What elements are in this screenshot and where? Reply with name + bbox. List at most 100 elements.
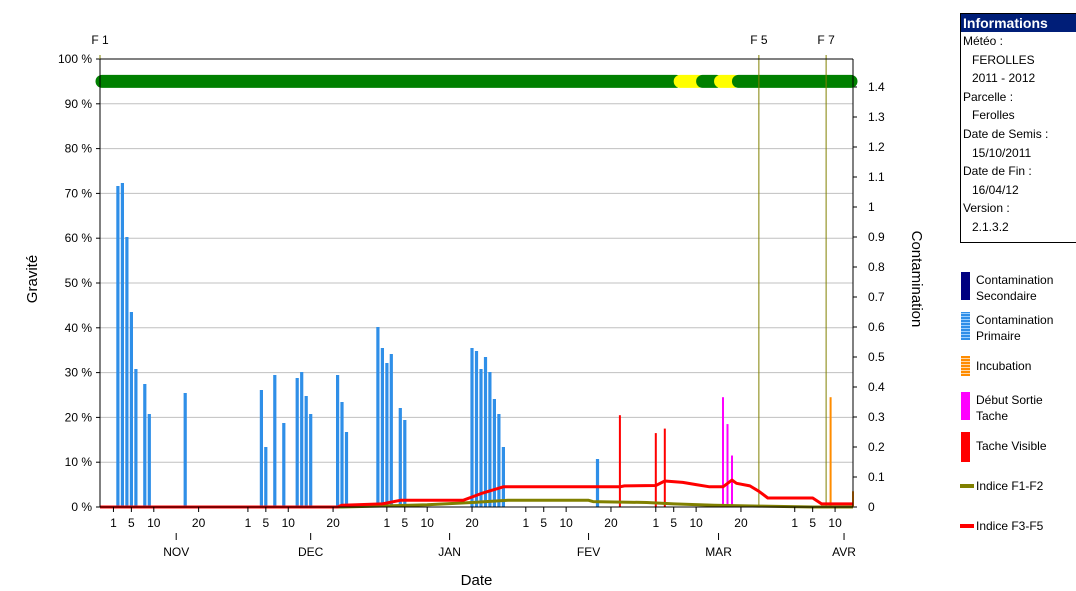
y2-tick-label: 0.4 [868, 380, 885, 394]
bar [380, 348, 384, 507]
version-label: Version : [963, 201, 1010, 216]
y2-tick-label: 0 [868, 500, 875, 514]
y-axis-title: Gravité [24, 255, 41, 303]
meteo-value-season: 2011 - 2012 [972, 71, 1036, 86]
semis-value: 15/10/2011 [972, 145, 1032, 160]
legend-label-primaire-1: Contamination [976, 313, 1054, 327]
bar [129, 312, 133, 507]
month-label: AVR [832, 545, 856, 559]
x-tick-label: 10 [147, 516, 161, 530]
legend-swatch-tache-visible [961, 432, 970, 462]
y2-tick-label: 1 [868, 200, 875, 214]
y-tick-label: 30 % [65, 366, 93, 380]
bar [259, 390, 263, 507]
bar [183, 393, 187, 507]
x-tick-label: 1 [110, 516, 117, 530]
legend-label-incubation: Incubation [976, 359, 1032, 373]
legend-item-f3f5: Indice F3-F5 [960, 512, 1076, 552]
legend-label-secondaire-1: Contamination [976, 273, 1054, 287]
y2-tick-label: 0.7 [868, 290, 885, 304]
bar [479, 369, 483, 507]
x-tick-label: 20 [734, 516, 748, 530]
meteo-value-station: FEROLLES [972, 52, 1035, 67]
month-label: FEV [577, 545, 600, 559]
month-label: DEC [298, 545, 324, 559]
bar [492, 399, 496, 507]
bar [618, 415, 621, 507]
legend-item-secondaire: Contamination Secondaire [960, 272, 1076, 312]
legend-swatch-secondaire [961, 272, 970, 300]
fin-value: 16/04/12 [972, 182, 1019, 197]
bar [143, 384, 147, 507]
legend-swatch-primaire [961, 312, 970, 340]
fin-label: Date de Fin : [963, 164, 1032, 179]
legend-label-f3f5: Indice F3-F5 [976, 519, 1044, 533]
legend-item-debut: Début Sortie Tache [960, 392, 1076, 432]
bar [282, 423, 286, 507]
bar [304, 396, 308, 507]
bar [474, 351, 479, 507]
bar [120, 183, 124, 507]
x-tick-label: 1 [652, 516, 659, 530]
x-tick-label: 20 [326, 516, 340, 530]
y-tick-label: 40 % [65, 321, 93, 335]
bar [134, 369, 138, 507]
bar [726, 424, 729, 507]
legend-swatch-debut [961, 392, 970, 420]
x-tick-label: 1 [384, 516, 391, 530]
month-label: NOV [163, 545, 189, 559]
x-tick-label: 5 [262, 516, 269, 530]
version-value: 2.1.3.2 [972, 219, 1009, 234]
y2-tick-label: 0.6 [868, 320, 885, 334]
y-tick-label: 10 % [65, 455, 93, 469]
y2-tick-label: 1.3 [868, 110, 885, 124]
semis-label: Date de Semis : [963, 126, 1049, 141]
y-tick-label: 90 % [65, 97, 93, 111]
y2-tick-label: 0.1 [868, 470, 885, 484]
legend-label-tache-visible: Tache Visible [976, 439, 1047, 453]
bar [116, 186, 120, 507]
parcelle-label: Parcelle : [963, 89, 1014, 104]
y2-tick-label: 0.5 [868, 350, 885, 364]
legend: Contamination Secondaire Contamination Pri… [960, 272, 1076, 552]
y2-tick-label: 1.2 [868, 140, 885, 154]
x-tick-label: 10 [559, 516, 573, 530]
bar [654, 433, 657, 507]
stage-marker-label: F 1 [91, 33, 109, 47]
chart: 0 % 10 % 20 % 30 % 40 % 50 % 60 % 70 % 80 % 90 % 1… [24, 33, 925, 589]
meteo-label: Météo : [963, 34, 1004, 48]
legend-label-f1f2: Indice F1-F2 [976, 479, 1044, 493]
y2-axis-title: Contamination [908, 231, 925, 328]
bar [497, 414, 501, 507]
legend-swatch-incubation [961, 356, 970, 376]
x-tick-label: 5 [401, 516, 408, 530]
bar [595, 459, 600, 507]
bar [295, 378, 299, 507]
y-tick-label: 80 % [65, 142, 93, 156]
bar [389, 354, 393, 507]
series-line [100, 478, 853, 509]
x-tick-label: 10 [828, 516, 842, 530]
y2-tick-label: 1.1 [868, 170, 885, 184]
x-tick-label: 20 [604, 516, 618, 530]
bar [309, 414, 313, 507]
x-axis-title: Date [461, 572, 493, 589]
y-tick-label: 50 % [65, 276, 93, 290]
bar [147, 414, 151, 507]
y-tick-label: 70 % [65, 186, 93, 200]
bar [336, 375, 340, 507]
bar [483, 357, 488, 507]
bar [829, 397, 832, 507]
bar [403, 420, 407, 507]
stage-marker-label: F 5 [750, 33, 768, 47]
y2-tick-label: 0.3 [868, 410, 885, 424]
bar [340, 402, 344, 507]
y-tick-label: 20 % [65, 410, 93, 424]
x-tick-label: 10 [282, 516, 296, 530]
bar [376, 327, 380, 507]
x-tick-label: 5 [670, 516, 677, 530]
bar [488, 372, 492, 507]
bar [125, 237, 129, 507]
x-tick-label: 1 [522, 516, 529, 530]
y-tick-label: 100 % [58, 52, 92, 66]
